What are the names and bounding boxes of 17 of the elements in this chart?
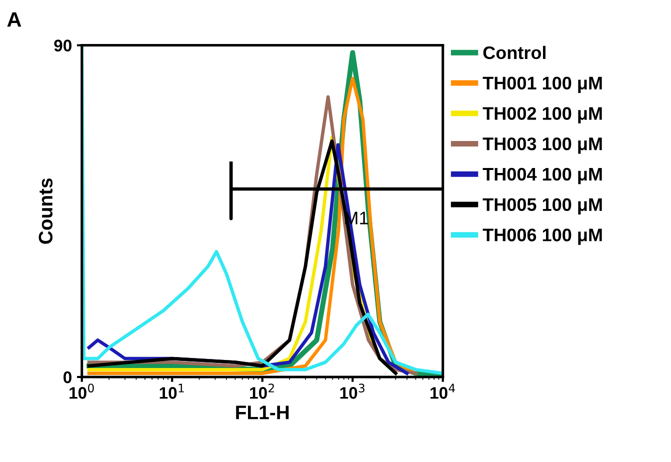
legend-label: TH005 100 μM <box>482 198 602 214</box>
y-tick-label: 90 <box>54 40 72 52</box>
x-tick-label: 10$^{1}$ <box>160 384 184 399</box>
x-tick-label: 10$^{3}$ <box>340 384 364 399</box>
legend-label: TH002 100 μM <box>482 107 602 124</box>
text: A <box>7 12 22 27</box>
y-axis-title: Counts <box>38 178 53 244</box>
legend-label: TH004 100 μM <box>482 168 602 184</box>
legend-label: TH001 100 μM <box>482 76 602 93</box>
legend-label: TH003 100 μM <box>482 137 602 154</box>
y-tick-label: 0 <box>64 371 72 384</box>
x-tick-label: 10$^{0}$ <box>70 384 94 399</box>
x-tick-label: 10$^{2}$ <box>250 384 274 399</box>
legend-label: Control <box>483 46 546 60</box>
legend-label: TH006 100 μM <box>482 228 602 245</box>
x-axis-title: FL1-H <box>236 406 289 420</box>
x-tick-label: 10$^{4}$ <box>430 384 455 399</box>
